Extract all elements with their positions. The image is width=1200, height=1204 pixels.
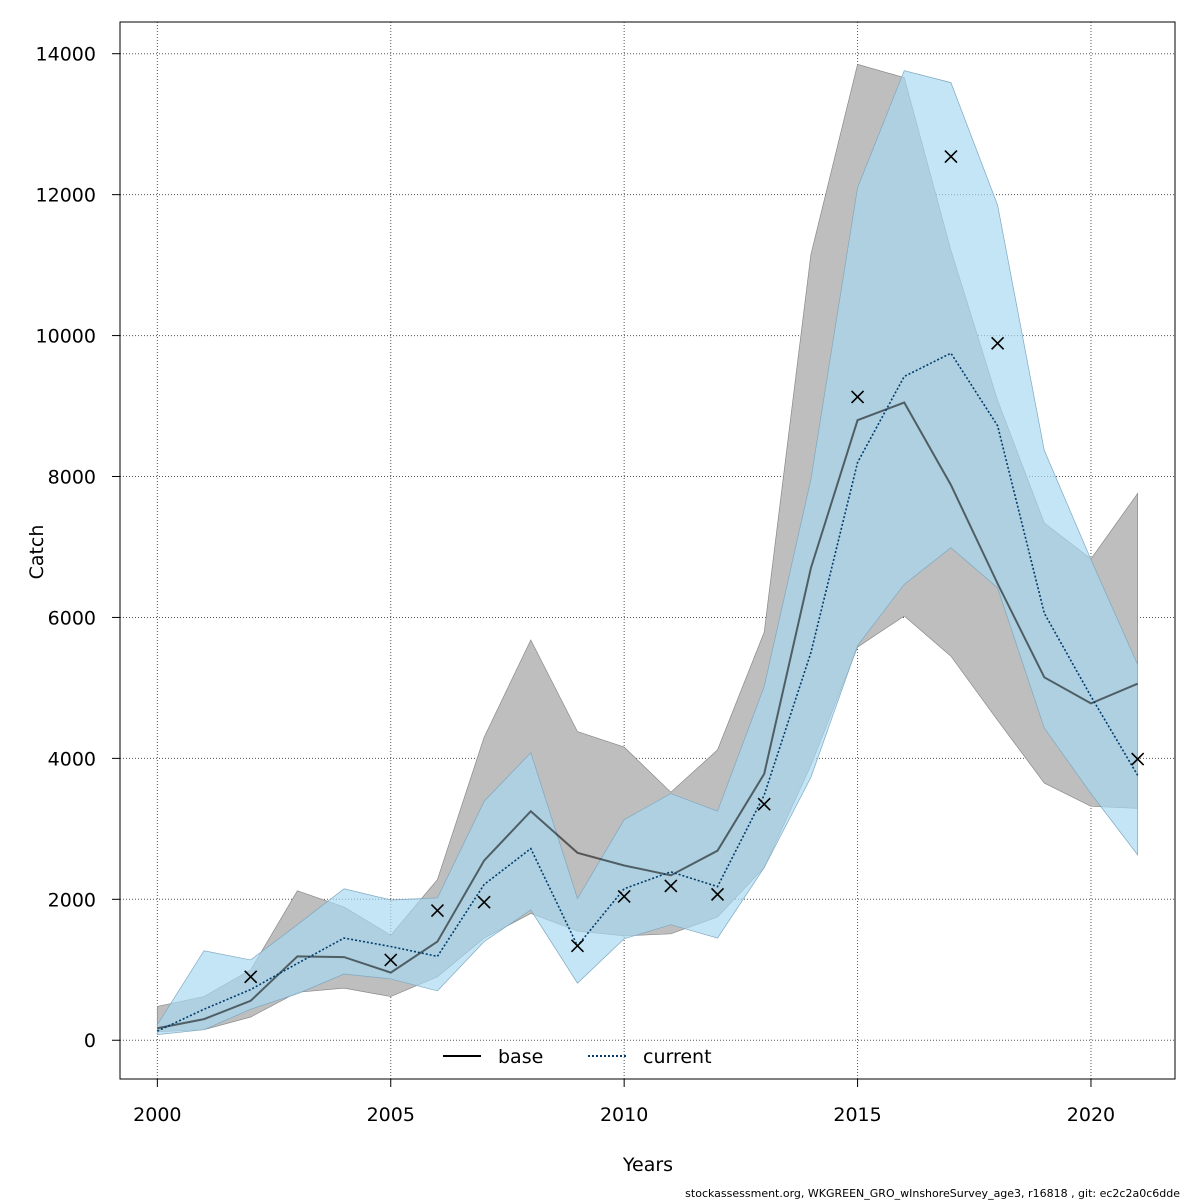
y-tick-label-8000: 8000: [48, 467, 96, 489]
x-axis-title: Years: [622, 1154, 673, 1176]
plot-frame: [119, 21, 1176, 1080]
y-tick-label-10000: 10000: [36, 326, 96, 348]
observation-stroke: [1131, 752, 1145, 766]
observation-stroke: [851, 390, 865, 404]
observation-stroke: [477, 895, 491, 909]
x-tick-label-2000: 2000: [133, 1104, 181, 1126]
observation-stroke: [710, 887, 725, 901]
observation-stroke: [384, 953, 398, 967]
y-tick-label-12000: 12000: [36, 185, 96, 207]
x-tick-label-2010: 2010: [600, 1104, 648, 1126]
observation-markers: [244, 150, 1145, 984]
y-axis: 0 2000 4000 6000 8000 10000 12000 14000: [36, 44, 120, 1052]
observation-2021: [1131, 752, 1145, 766]
confidence-bands: [156, 63, 1139, 1035]
observation-2007: [477, 895, 491, 909]
y-tick-label-4000: 4000: [48, 748, 96, 770]
observation-2011: [664, 879, 678, 893]
observation-2006: [430, 904, 444, 918]
observation-2017: [944, 150, 958, 164]
observation-stroke: [617, 889, 631, 904]
observation-2010: [617, 889, 631, 904]
observation-2002: [244, 970, 258, 984]
legend: base current: [443, 1046, 712, 1068]
observation-stroke: [944, 150, 958, 164]
y-tick-label-6000: 6000: [48, 607, 96, 629]
legend-label-base: base: [498, 1046, 543, 1068]
line-base: [157, 401, 1139, 1030]
x-tick-label-2020: 2020: [1067, 1104, 1115, 1126]
observation-stroke: [664, 879, 678, 893]
observation-stroke: [991, 336, 1005, 350]
x-axis: 2000 2005 2010 2015 2020: [133, 1079, 1115, 1126]
band-current: [156, 70, 1139, 1035]
observation-2013: [757, 797, 771, 811]
y-tick-label-0: 0: [84, 1030, 96, 1052]
y-tick-label-14000: 14000: [36, 44, 96, 66]
x-tick-label-2015: 2015: [833, 1104, 881, 1126]
observation-2018: [991, 336, 1005, 350]
observation-stroke: [570, 939, 585, 953]
y-tick-label-2000: 2000: [48, 889, 96, 911]
observation-stroke: [757, 797, 771, 811]
legend-label-current: current: [643, 1046, 712, 1068]
observation-stroke: [430, 904, 444, 918]
observation-2005: [384, 953, 398, 967]
observation-2009: [570, 939, 585, 953]
series-lines: [157, 352, 1139, 1032]
y-axis-title: Catch: [26, 525, 48, 580]
x-tick-label-2005: 2005: [367, 1104, 415, 1126]
observation-2012: [710, 887, 725, 901]
footer-note: stockassessment.org, WKGREEN_GRO_wInshor…: [685, 1187, 1180, 1200]
observation-stroke: [244, 970, 258, 984]
observation-2015: [851, 390, 865, 404]
